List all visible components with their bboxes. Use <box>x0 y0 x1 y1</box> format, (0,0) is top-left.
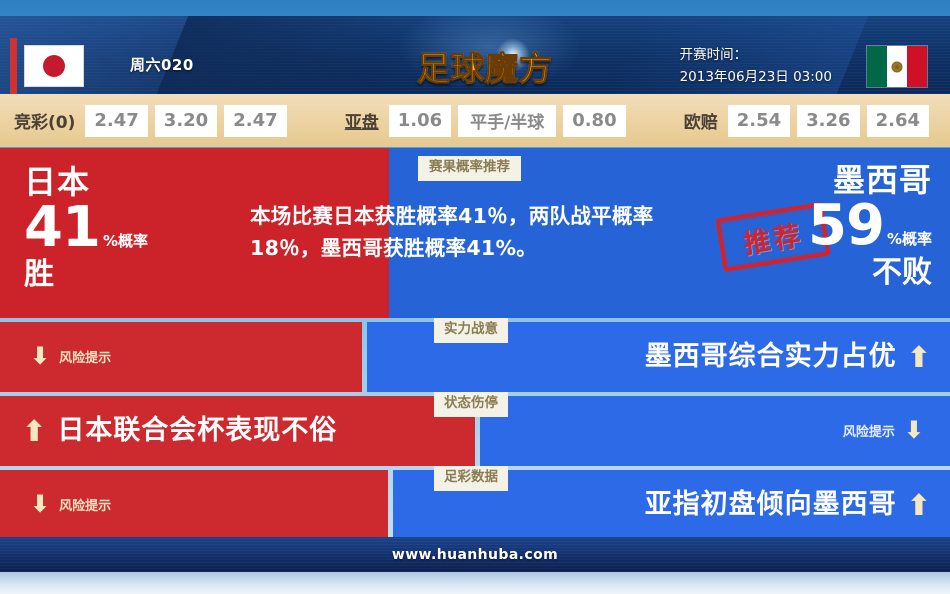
odds-group-jingcai: 竞彩(0) 2.47 3.20 2.47 <box>0 104 294 137</box>
compare-row-strength: 实力战意 ⬇ 风险提示 墨西哥综合实力占优 ⬆ <box>0 318 950 392</box>
row2-tag: 状态伤停 <box>434 392 508 417</box>
site-url[interactable]: www.huanhuba.com <box>391 546 559 563</box>
logo-text: 足球魔方 <box>417 42 553 90</box>
asian-label: 亚盘 <box>344 113 379 133</box>
row1-left-risk: ⬇ 风险提示 <box>30 344 111 368</box>
kickoff-time: 2013年06月23日 03:00 <box>679 69 832 85</box>
mexico-flag-green <box>867 46 887 87</box>
jingcai-away-odds[interactable]: 2.47 <box>224 104 287 137</box>
asian-home-odds[interactable]: 1.06 <box>388 104 452 137</box>
euro-home-odds[interactable]: 2.54 <box>727 104 791 137</box>
asian-away-odds[interactable]: 0.80 <box>563 104 626 137</box>
row3-left-risk-text: 风险提示 <box>59 498 112 514</box>
row3-left-risk: ⬇ 风险提示 <box>30 492 111 516</box>
home-probability-value: 41 <box>24 195 101 260</box>
site-logo[interactable]: 足球魔方 <box>400 38 570 92</box>
row2-right-risk-text: 风险提示 <box>842 424 895 440</box>
compare-row-form: 状态伤停 ⬆ 日本联合会杯表现不俗 风险提示 ⬇ <box>0 392 950 466</box>
recommend-stamp-text: 推荐 <box>741 219 806 260</box>
logo-sparkle-icon <box>496 38 530 72</box>
row3-right-highlight: 亚指初盘倾向墨西哥 ⬆ <box>645 470 932 540</box>
away-probability-row: 59 %概率 <box>808 198 932 254</box>
header-sheen <box>390 16 590 94</box>
euro-away-odds[interactable]: 2.64 <box>866 104 929 137</box>
away-probability-value: 59 <box>808 193 885 258</box>
row1-tag: 实力战意 <box>434 318 508 343</box>
away-probability-side: 赛果概率推荐 本场比赛日本获胜概率41％，两队战平概率18％，墨西哥获胜概率41… <box>250 148 950 318</box>
arrow-up-icon: ⬆ <box>22 413 48 448</box>
home-probability-unit: %概率 <box>102 232 148 250</box>
row1-left-red <box>0 322 362 392</box>
away-probability-unit: %概率 <box>886 230 932 248</box>
row1-right-highlight: 墨西哥综合实力占优 ⬆ <box>645 322 932 392</box>
row1-left-risk-text: 风险提示 <box>59 350 112 366</box>
home-team-name: 日本 <box>24 163 91 201</box>
row2-left-highlight: ⬆ 日本联合会杯表现不俗 <box>22 396 337 466</box>
euro-label: 欧赔 <box>683 113 718 133</box>
row2-right-risk: 风险提示 ⬇ <box>843 418 924 442</box>
away-probability-block: 墨西哥 59 %概率 不败 <box>808 162 932 290</box>
arrow-up-icon: ⬆ <box>906 487 932 522</box>
jingcai-home-odds[interactable]: 2.47 <box>85 104 148 137</box>
odds-group-asian: 亚盘 1.06 平手/半球 0.80 <box>344 104 633 137</box>
arrow-up-icon: ⬆ <box>906 339 932 374</box>
home-probability-row: 41 %概率 <box>24 200 148 256</box>
japan-flag-icon <box>24 45 84 87</box>
row3-tag: 足彩数据 <box>434 466 508 491</box>
mexico-flag-red <box>907 46 927 87</box>
row3-left-red <box>0 470 388 540</box>
probability-description: 本场比赛日本获胜概率41％，两队战平概率18％，墨西哥获胜概率41%。 <box>250 204 654 260</box>
away-team-name: 墨西哥 <box>832 161 932 199</box>
arrow-down-icon: ⬇ <box>30 342 51 370</box>
row3-right-text: 亚指初盘倾向墨西哥 <box>644 489 897 520</box>
home-probability-side: 日本 41 %概率 胜 <box>0 148 389 318</box>
away-outcome-label: 不败 <box>872 255 932 290</box>
section-tag-forecast: 赛果概率推荐 <box>418 156 521 181</box>
mexico-flag-icon <box>866 45 928 88</box>
mexico-flag-white <box>887 46 907 87</box>
bottom-gradient <box>0 572 950 594</box>
arrow-down-icon: ⬇ <box>903 416 924 444</box>
odds-group-euro: 欧赔 2.54 3.26 2.64 <box>683 104 950 137</box>
asian-handicap[interactable]: 平手/半球 <box>458 104 557 137</box>
kickoff-label: 开赛时间： <box>679 47 748 63</box>
odds-bar: 竞彩(0) 2.47 3.20 2.47 亚盘 1.06 平手/半球 0.80 … <box>0 94 950 147</box>
footer-bar: www.huanhuba.com <box>0 537 950 572</box>
row2-left-text: 日本联合会杯表现不俗 <box>57 415 338 446</box>
match-number: 周六020 <box>130 56 194 74</box>
home-outcome-label: 胜 <box>24 257 54 292</box>
arrow-down-icon: ⬇ <box>30 490 51 518</box>
home-probability-block: 日本 41 %概率 胜 <box>24 164 148 292</box>
euro-draw-odds[interactable]: 3.26 <box>797 104 860 137</box>
row2-right-blue <box>480 396 950 466</box>
header-bar: 周六020 足球魔方 开赛时间： 2013年06月23日 03:00 <box>0 16 950 94</box>
japan-flag-disc <box>43 55 65 77</box>
jingcai-draw-odds[interactable]: 3.20 <box>154 104 218 137</box>
kickoff-block: 开赛时间： 2013年06月23日 03:00 <box>680 44 832 88</box>
compare-row-odds-data: 足彩数据 ⬇ 风险提示 亚指初盘倾向墨西哥 ⬆ <box>0 466 950 540</box>
probability-panel: 日本 41 %概率 胜 赛果概率推荐 本场比赛日本获胜概率41％，两队战平概率1… <box>0 148 950 318</box>
jingcai-label: 竞彩(0) <box>14 113 76 133</box>
header-accent-bar <box>10 38 17 94</box>
row2-left-red <box>0 396 475 466</box>
row1-right-text: 墨西哥综合实力占优 <box>644 341 897 372</box>
